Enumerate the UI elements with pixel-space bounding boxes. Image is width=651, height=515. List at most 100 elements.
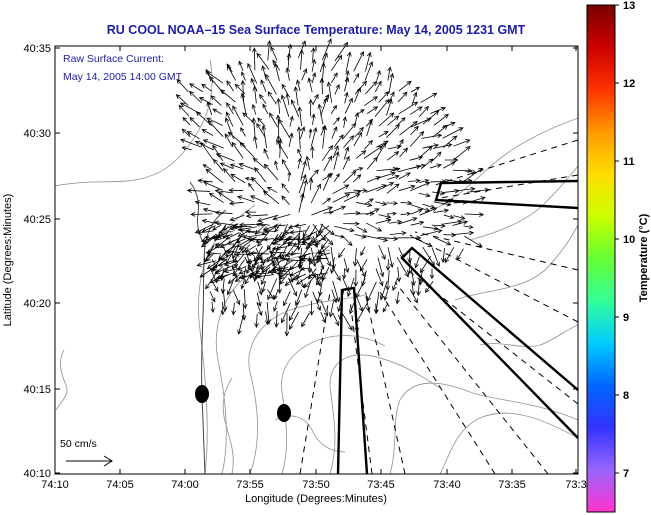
current-vector bbox=[364, 198, 374, 205]
scale-arrow bbox=[66, 455, 113, 467]
current-vector bbox=[309, 300, 314, 316]
current-vector bbox=[330, 246, 336, 270]
current-vector bbox=[287, 43, 293, 61]
current-vector bbox=[201, 218, 222, 225]
current-vector bbox=[442, 127, 464, 139]
current-vector bbox=[355, 302, 368, 324]
x-tick-label: 73:40 bbox=[433, 479, 461, 491]
current-vector bbox=[202, 164, 212, 170]
current-vector bbox=[242, 289, 248, 310]
y-axis-label: Latitude (Degrees:Minutes) bbox=[2, 194, 14, 327]
current-vector bbox=[208, 192, 224, 203]
current-vector bbox=[387, 66, 392, 81]
current-vector bbox=[240, 127, 246, 137]
current-vector bbox=[194, 140, 214, 151]
current-vector bbox=[310, 183, 321, 204]
current-vector bbox=[397, 91, 408, 103]
current-vector bbox=[431, 223, 446, 229]
current-vector bbox=[347, 277, 355, 298]
colorbar-ticks: 13 12 11 10 9 8 7 bbox=[615, 0, 635, 480]
current-vector bbox=[317, 225, 330, 233]
current-vector bbox=[199, 265, 217, 278]
current-vector bbox=[256, 52, 270, 70]
current-vector bbox=[238, 162, 258, 171]
current-vector bbox=[452, 146, 471, 161]
current-vector bbox=[316, 292, 321, 304]
current-vector bbox=[338, 247, 346, 259]
current-vector bbox=[257, 231, 270, 247]
y-tick-label: 40:30 bbox=[23, 128, 51, 140]
colorbar-label: Temperature (°C) bbox=[638, 213, 650, 302]
current-vector bbox=[429, 163, 442, 169]
current-vector bbox=[408, 178, 421, 184]
current-vector bbox=[284, 312, 290, 337]
current-vector bbox=[226, 278, 235, 296]
current-vector bbox=[217, 260, 234, 267]
current-vector bbox=[239, 222, 256, 228]
current-vector bbox=[433, 208, 450, 214]
current-vector bbox=[366, 176, 381, 183]
current-vector bbox=[386, 183, 400, 194]
current-vector bbox=[272, 251, 282, 267]
current-vector bbox=[398, 101, 419, 115]
current-vector bbox=[298, 192, 305, 213]
current-vector bbox=[238, 60, 244, 72]
current-vector bbox=[205, 71, 224, 84]
current-vector bbox=[374, 80, 382, 93]
current-vector bbox=[296, 126, 302, 150]
current-vector bbox=[242, 112, 256, 125]
current-vector bbox=[239, 141, 255, 158]
current-vector bbox=[198, 97, 213, 105]
current-vector bbox=[355, 150, 367, 159]
current-vector bbox=[400, 211, 412, 216]
current-vector bbox=[311, 272, 328, 278]
current-vector bbox=[252, 157, 266, 169]
current-vector bbox=[343, 146, 350, 160]
current-vector bbox=[222, 289, 228, 312]
current-vector bbox=[301, 230, 318, 240]
current-vector bbox=[281, 183, 290, 193]
current-vector bbox=[229, 214, 245, 222]
current-vector bbox=[364, 96, 378, 106]
current-vector bbox=[343, 210, 361, 216]
current-vector bbox=[352, 174, 362, 183]
current-vector bbox=[419, 207, 438, 216]
current-vector bbox=[261, 124, 268, 149]
x-tick-label: 73:50 bbox=[302, 479, 330, 491]
current-vector bbox=[331, 126, 338, 139]
current-vector bbox=[231, 253, 245, 270]
current-vector bbox=[214, 220, 235, 226]
current-vector bbox=[284, 236, 306, 242]
current-vector bbox=[274, 311, 279, 328]
current-vector bbox=[281, 195, 290, 206]
colorbar-tick-label: 9 bbox=[623, 312, 629, 324]
current-vector bbox=[219, 239, 235, 248]
current-vector bbox=[320, 223, 335, 236]
current-vector bbox=[323, 210, 334, 215]
current-vector bbox=[422, 143, 439, 149]
current-vector bbox=[387, 174, 400, 180]
current-vector bbox=[261, 226, 277, 235]
current-vector bbox=[304, 279, 312, 299]
current-vector bbox=[319, 77, 325, 95]
current-vector bbox=[376, 140, 389, 148]
current-vector bbox=[232, 232, 245, 249]
current-vector bbox=[463, 224, 474, 229]
current-vector bbox=[452, 168, 473, 174]
current-vector bbox=[399, 120, 418, 136]
current-vector bbox=[414, 256, 420, 269]
current-vector bbox=[410, 125, 419, 136]
y-tick-label: 40:15 bbox=[23, 384, 51, 396]
current-vector bbox=[205, 250, 222, 256]
current-vector bbox=[261, 260, 275, 273]
current-vector bbox=[228, 187, 244, 193]
current-vector bbox=[411, 91, 418, 105]
current-vector bbox=[378, 112, 395, 127]
current-vector bbox=[320, 311, 327, 324]
current-vector bbox=[237, 265, 247, 271]
current-vector bbox=[359, 259, 368, 272]
current-vector bbox=[432, 143, 453, 149]
map-background bbox=[55, 46, 578, 474]
current-vector bbox=[251, 117, 257, 136]
current-vector bbox=[444, 247, 455, 264]
